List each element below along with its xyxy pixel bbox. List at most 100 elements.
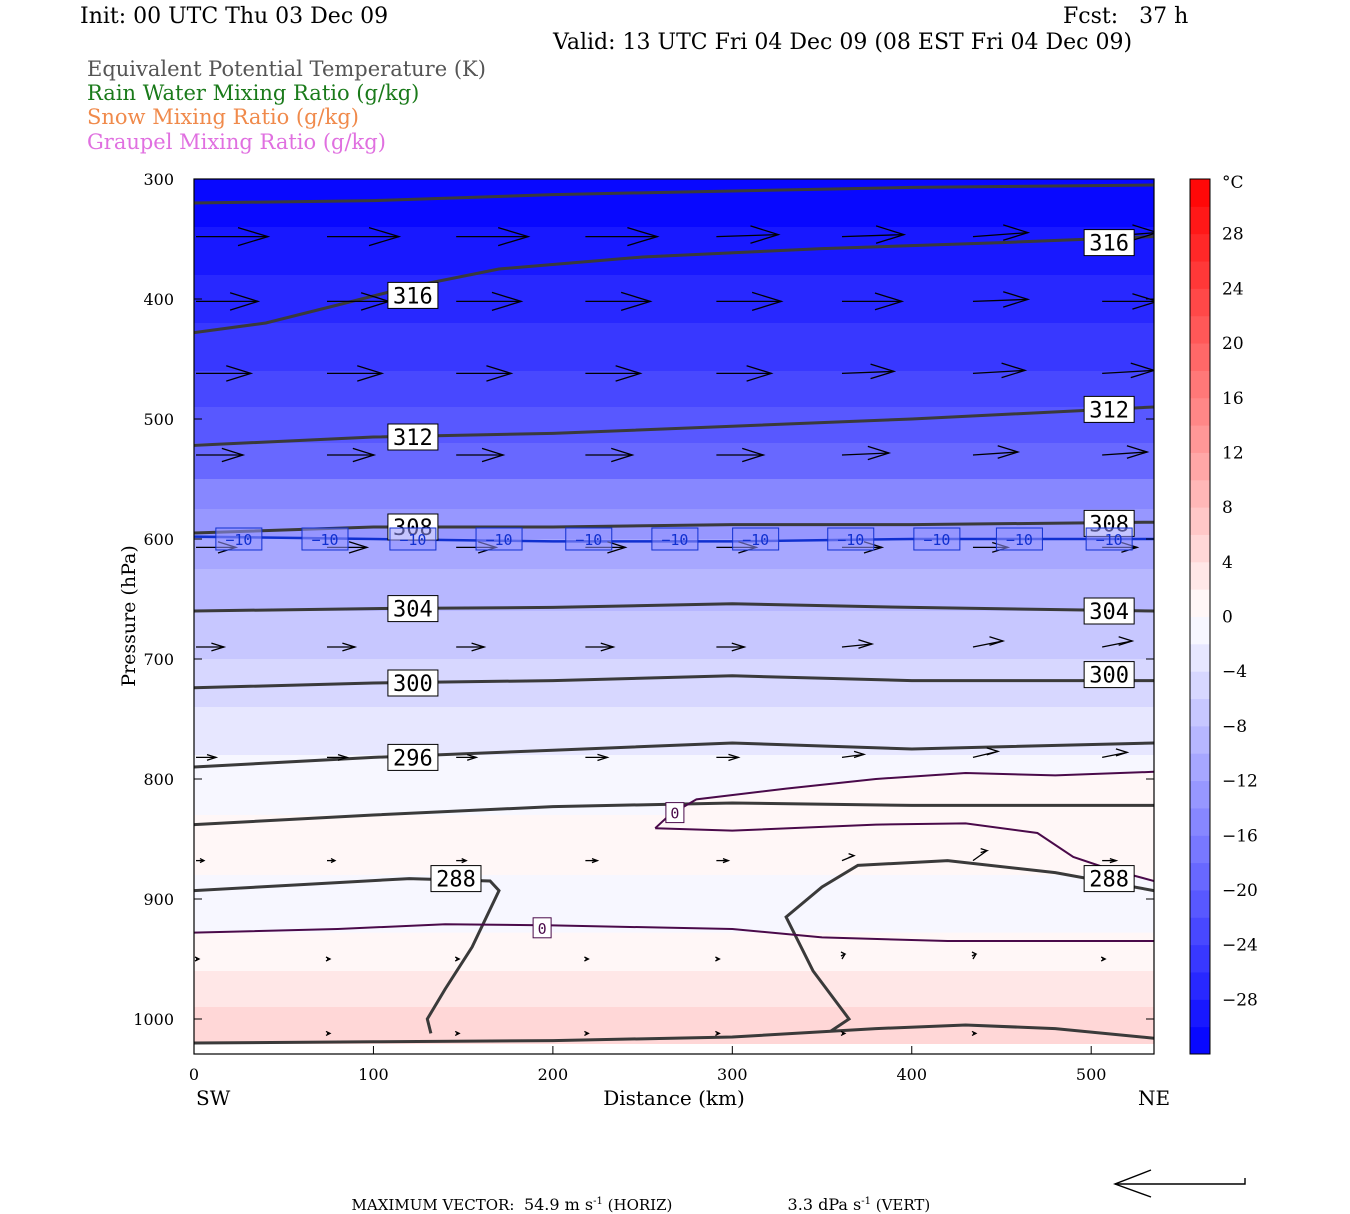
- colorbar-tick-label: −20: [1222, 881, 1258, 901]
- theta-e-label: 316: [393, 284, 433, 309]
- colorbar-tick-label: −4: [1222, 662, 1247, 682]
- colorbar-swatch: [1190, 1026, 1210, 1055]
- wind-vector-head: [368, 226, 402, 247]
- colorbar-swatch: [1190, 233, 1210, 262]
- wind-vector-head: [1132, 293, 1154, 310]
- wind-vector-head: [853, 750, 867, 759]
- theta-e-contour: [194, 235, 1154, 335]
- temperature-band: [194, 479, 1154, 510]
- colorbar-frame: [1189, 178, 1211, 1055]
- temperature-band: [194, 443, 1154, 480]
- y-tick-label: 500: [143, 410, 174, 429]
- theta-e-label: 300: [1089, 664, 1129, 689]
- y-tick-label: 900: [143, 890, 174, 909]
- wind-vector-head: [498, 226, 531, 247]
- x-tick-label: 0: [189, 1065, 199, 1084]
- wind-vector-head: [461, 858, 468, 864]
- colorbar-swatch: [1190, 507, 1210, 535]
- colorbar-swatch: [1190, 589, 1210, 617]
- valid-time: Valid: 13 UTC Fri 04 Dec 09 (08 EST Fri …: [553, 30, 1133, 55]
- wind-vector-head: [491, 291, 524, 312]
- wind-vector-head: [1130, 362, 1154, 379]
- theta-e-contour: [194, 183, 1154, 205]
- wind-vector-head: [848, 852, 856, 859]
- colorbar-swatch: [1190, 917, 1210, 946]
- colorbar-swatch: [1190, 370, 1210, 399]
- zero-isotherm-label: 0: [538, 920, 547, 938]
- minus10-label: −10: [1006, 531, 1033, 549]
- x-tick-label: 500: [1076, 1065, 1107, 1084]
- zero-label-box: [665, 802, 685, 824]
- theta-e-label-box: [387, 669, 439, 697]
- colorbar-tick-label: 0: [1222, 608, 1233, 628]
- colorbar-swatch: [1190, 698, 1210, 727]
- wind-vector: [841, 643, 873, 648]
- wind-vector-head: [471, 642, 487, 652]
- colorbar-swatch: [1190, 343, 1210, 371]
- minus10-label-box: [475, 527, 523, 551]
- minus10-label: −10: [399, 531, 426, 549]
- wind-vector-head: [874, 292, 905, 311]
- wind-vector-head: [481, 447, 506, 463]
- wind-vector-head: [997, 445, 1021, 459]
- zero-label-box: [532, 917, 552, 939]
- x-tick-label: 400: [896, 1065, 927, 1084]
- theta-e-contour: [194, 405, 1154, 447]
- minus10-label-box: [995, 527, 1043, 551]
- wind-vector-head: [1115, 748, 1130, 757]
- y-tick-label: 1000: [133, 1010, 174, 1029]
- y-tick-label: 800: [143, 770, 174, 789]
- wind-vector-head: [858, 639, 875, 649]
- warm-pocket-fill: [655, 771, 1154, 881]
- colorbar-swatch: [1190, 971, 1210, 1000]
- wind-vector-head: [615, 365, 643, 382]
- wind-vector-head: [840, 1030, 847, 1036]
- wind-vector-head: [584, 956, 590, 962]
- wind-vector-head: [1132, 224, 1154, 241]
- y-tick-label: 600: [143, 530, 174, 549]
- wind-vector-head: [194, 956, 201, 962]
- x-tick-label: 300: [717, 1065, 748, 1084]
- legend-rain: Rain Water Mixing Ratio (g/kg): [87, 81, 420, 105]
- temperature-band: [194, 611, 1154, 660]
- max-vector-label: MAXIMUM VECTOR:: [351, 1196, 515, 1214]
- wind-vector-head: [597, 753, 610, 762]
- y-tick-label: 400: [143, 290, 174, 309]
- colorbar-tick-label: 4: [1222, 553, 1233, 573]
- theta-e-contour: [194, 877, 501, 1034]
- colorbar-swatch: [1190, 643, 1210, 672]
- wind-vector-head: [584, 1030, 590, 1036]
- theta-e-label: 296: [393, 746, 433, 771]
- x-tick-label: 100: [358, 1065, 389, 1084]
- wind-vector-head: [986, 747, 1001, 756]
- theta-e-label-box: [1083, 661, 1135, 689]
- temperature-band: [194, 707, 1154, 756]
- wind-vector-head: [199, 858, 206, 864]
- wind-vector-head: [600, 642, 616, 652]
- colorbar-swatch: [1190, 807, 1210, 836]
- theta-e-contour: [194, 674, 1154, 690]
- minus10-label: −10: [311, 531, 338, 549]
- forecast-hour: Fcst: 37 h: [1063, 4, 1189, 29]
- y-axis-label: Pressure (hPa): [118, 545, 140, 687]
- wind-vector-head: [454, 1030, 461, 1036]
- wind-vector-head: [591, 857, 600, 864]
- theta-e-label-box: [387, 743, 439, 771]
- wind-vector-head: [348, 541, 370, 554]
- theta-e-label-box: [1083, 865, 1135, 893]
- theta-e-label: 300: [393, 672, 433, 697]
- colorbar-tick-label: 28: [1222, 225, 1244, 245]
- colorbar-tick-label: −12: [1222, 772, 1258, 792]
- minus10-label: −10: [1096, 531, 1123, 549]
- minus10-label-box: [827, 527, 875, 551]
- colorbar-swatch: [1190, 452, 1210, 481]
- wind-vector-head: [715, 956, 721, 962]
- colorbar-tick-label: 16: [1222, 389, 1244, 409]
- colorbar-swatch: [1190, 944, 1210, 973]
- theta-e-contour: [194, 1023, 1154, 1045]
- colorbar-swatch: [1190, 753, 1210, 782]
- theta-e-label-box: [430, 865, 482, 893]
- wind-vector-head: [454, 956, 461, 962]
- legend-graupel: Graupel Mixing Ratio (g/kg): [87, 130, 386, 154]
- legend-snow: Snow Mixing Ratio (g/kg): [87, 105, 359, 129]
